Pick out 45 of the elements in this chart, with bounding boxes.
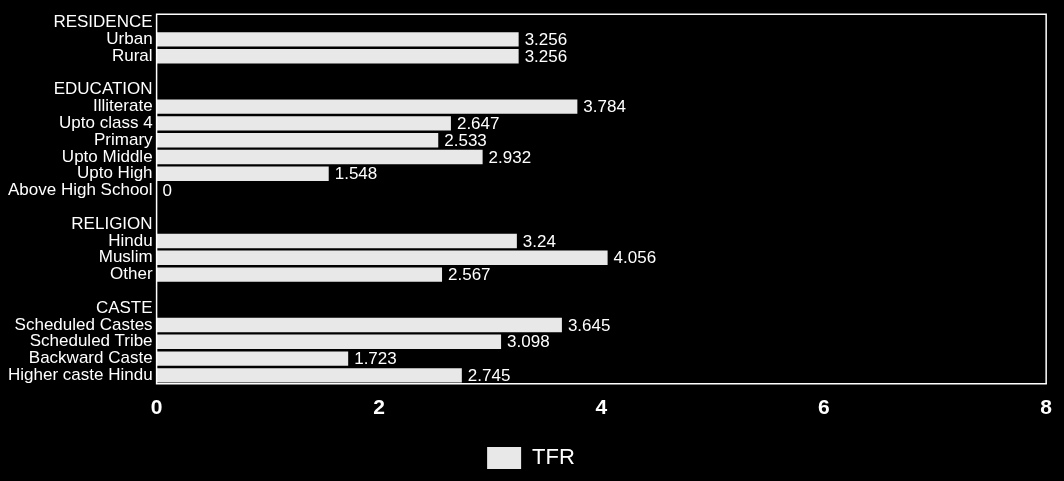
y-tick-label: EDUCATION <box>53 79 153 99</box>
bar <box>156 267 443 282</box>
x-tick-label: 4 <box>595 395 608 419</box>
data-label: 2.932 <box>488 147 532 167</box>
bar <box>156 351 349 366</box>
x-tick-label: 6 <box>817 395 830 419</box>
data-label: 2.745 <box>467 366 511 386</box>
data-label: 3.645 <box>567 315 611 335</box>
y-tick-label: Higher caste Hindu <box>8 365 153 385</box>
y-tick-label: Above High School <box>8 180 153 200</box>
bar <box>156 368 462 383</box>
bar <box>156 32 519 47</box>
data-label: 1.723 <box>354 349 397 369</box>
data-label: 4.056 <box>613 248 657 268</box>
y-tick-label: Illiterate <box>93 96 153 116</box>
bar <box>156 149 483 165</box>
y-tick-label: Scheduled Castes <box>14 314 153 334</box>
bar <box>156 99 578 114</box>
bar <box>156 317 562 333</box>
data-label: 3.24 <box>522 231 556 251</box>
data-label: 1.548 <box>334 164 378 184</box>
y-tick-label: RELIGION <box>71 213 153 233</box>
data-label: 2.567 <box>448 265 491 285</box>
y-tick-label: Upto High <box>76 163 153 183</box>
y-tick-label: Muslim <box>98 247 153 267</box>
data-label: 3.098 <box>507 332 550 352</box>
bar <box>156 233 517 249</box>
bar <box>156 334 502 349</box>
y-tick-label: RESIDENCE <box>53 12 153 32</box>
x-tick-label: 0 <box>150 395 163 419</box>
x-tick-label: 2 <box>373 395 385 419</box>
bar <box>156 133 439 148</box>
y-tick-label: CASTE <box>95 297 153 317</box>
legend-label: TFR <box>532 444 575 470</box>
x-tick-label: 8 <box>1040 395 1053 419</box>
bar <box>156 116 451 131</box>
y-tick-label: Other <box>110 264 153 284</box>
data-label: 3.784 <box>583 97 626 117</box>
y-tick-label: Backward Caste <box>28 348 153 368</box>
bar <box>156 166 329 181</box>
bar <box>156 250 608 265</box>
y-tick-label: Hindu <box>108 230 153 250</box>
y-tick-label: Scheduled Tribe <box>29 331 153 351</box>
data-label: 0 <box>162 181 173 201</box>
bar <box>156 49 519 64</box>
